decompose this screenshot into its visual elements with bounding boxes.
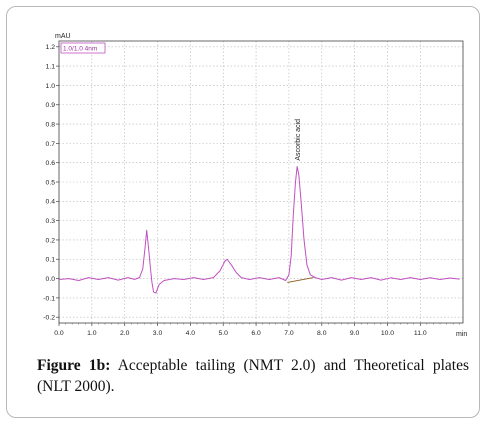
x-tick-label: 4.0 [186,330,196,337]
y-tick-label: 0.5 [46,179,56,186]
chromatogram-trace [58,166,460,294]
figure-frame: 1.2 1.1 1.0 0.9 0.8 0.7 0.6 0.5 0.4 0.3 0.2 0.1 0.0 -… [6,6,480,418]
x-tick-label: 6.0 [251,330,261,337]
peak-label-ascorbic-acid: Ascorbic acid [295,119,302,161]
caption-text: Acceptable tailing (NMT 2.0) and Theoret… [37,357,470,395]
plot-background [31,31,471,351]
y-tick-label: 1.2 [46,44,56,51]
annotations: Ascorbic acid [287,119,314,283]
y-tick-label: 0.8 [46,121,56,128]
legend-label: 1.0/1.0 4nm [63,46,97,53]
figure-caption: Figure 1b: Acceptable tailing (NMT 2.0) … [37,355,469,397]
y-tick-label: 0.6 [46,160,56,167]
x-tick-label: 5.0 [219,330,229,337]
legend-frame [60,42,106,54]
x-tick-label: 0.0 [54,330,64,337]
x-tick-label: 11.0 [414,330,427,337]
y-tick-label: 0.3 [46,218,56,225]
chart-svg: 1.2 1.1 1.0 0.9 0.8 0.7 0.6 0.5 0.4 0.3 0.2 0.1 0.0 -… [31,31,471,351]
y-axis: 1.2 1.1 1.0 0.9 0.8 0.7 0.6 0.5 0.4 0.3 0.2 0.1 0.0 -… [43,44,59,322]
y-tick-label: -0.1 [43,295,55,302]
y-tick-label: 0.1 [46,257,56,264]
x-tick-label: 3.0 [153,330,163,337]
y-unit-label: mAU [55,33,71,40]
caption-label: Figure 1b: [37,357,111,374]
y-tick-label: 0.2 [46,237,56,244]
y-tick-label: 0.7 [46,141,56,148]
y-tick-label: 1.1 [46,64,56,71]
x-tick-label: 8.0 [317,330,327,337]
integration-baseline [287,277,314,283]
x-tick-label: 9.0 [350,330,360,337]
x-unit-label: min [456,331,467,338]
plot-area-border [58,40,464,324]
y-tick-label: -0.2 [43,315,55,322]
x-tick-label: 10.0 [381,330,394,337]
y-tick-label: 1.0 [46,83,56,90]
legend-box: 1.0/1.0 4nm [60,42,106,54]
chromatogram-chart: 1.2 1.1 1.0 0.9 0.8 0.7 0.6 0.5 0.4 0.3 0.2 0.1 0.0 -… [31,31,471,351]
y-tick-label: 0.9 [46,102,56,109]
x-tick-label: 7.0 [284,330,294,337]
y-tick-label: 0.0 [46,276,56,283]
x-tick-label: 2.0 [120,330,130,337]
x-axis: 0.0 1.0 2.0 3.0 4.0 5.0 6.0 7.0 8.0 9.0 10.0 11.0 [54,323,460,337]
series-layer [58,166,460,294]
x-tick-label: 1.0 [87,330,97,337]
y-tick-label: 0.4 [46,199,56,206]
